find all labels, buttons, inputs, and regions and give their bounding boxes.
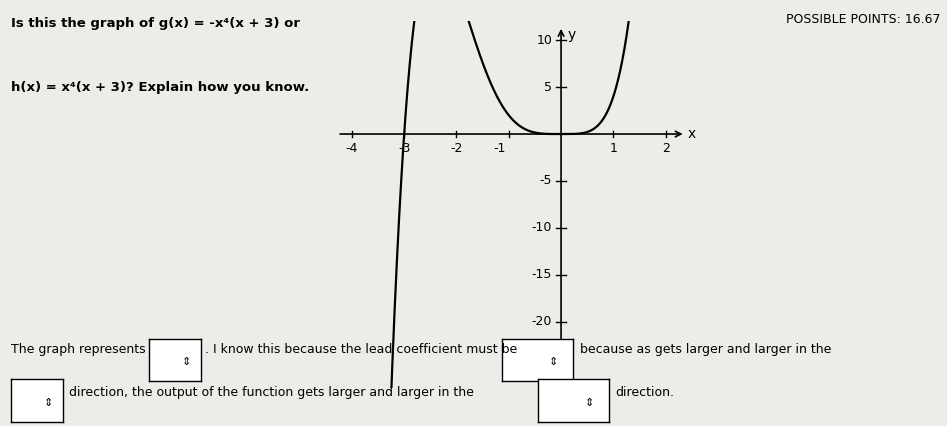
Text: -10: -10	[532, 222, 552, 234]
Text: ⇕: ⇕	[182, 357, 191, 367]
Text: -5: -5	[540, 175, 552, 187]
Text: -4: -4	[346, 142, 358, 155]
Text: -20: -20	[532, 315, 552, 328]
Text: ⇕: ⇕	[548, 357, 558, 367]
Text: y: y	[567, 28, 576, 42]
Text: h(x) = x⁴(x + 3)? Explain how you know.: h(x) = x⁴(x + 3)? Explain how you know.	[11, 81, 310, 94]
Text: 1: 1	[610, 142, 617, 155]
Text: -15: -15	[532, 268, 552, 282]
Text: because as gets larger and larger in the: because as gets larger and larger in the	[580, 343, 831, 356]
Text: The graph represents: The graph represents	[11, 343, 146, 356]
Text: -25: -25	[532, 363, 552, 375]
Text: -3: -3	[398, 142, 410, 155]
Text: 2: 2	[662, 142, 670, 155]
Text: POSSIBLE POINTS: 16.67: POSSIBLE POINTS: 16.67	[786, 13, 940, 26]
Text: ⇕: ⇕	[45, 397, 54, 408]
Text: direction.: direction.	[616, 386, 674, 399]
Text: ⇕: ⇕	[584, 397, 594, 408]
Text: -2: -2	[450, 142, 463, 155]
Text: -1: -1	[493, 142, 506, 155]
Text: direction, the output of the function gets larger and larger in the: direction, the output of the function ge…	[69, 386, 474, 399]
Text: 10: 10	[536, 34, 552, 46]
Text: . I know this because the lead coefficient must be: . I know this because the lead coefficie…	[205, 343, 518, 356]
Text: Is this the graph of g(x) = -x⁴(x + 3) or: Is this the graph of g(x) = -x⁴(x + 3) o…	[11, 17, 300, 30]
Text: 5: 5	[545, 81, 552, 94]
Text: x: x	[688, 127, 696, 141]
